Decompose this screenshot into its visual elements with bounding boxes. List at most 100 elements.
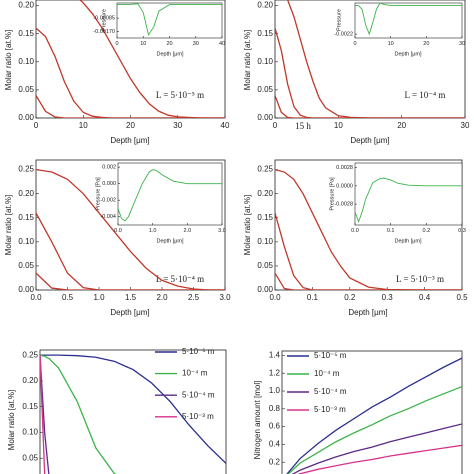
x-tick-label: 2.0 bbox=[156, 293, 168, 302]
x-tick-label: 0.1 bbox=[307, 293, 319, 302]
y-tick-label: 0.20 bbox=[22, 376, 38, 385]
series-group bbox=[355, 3, 462, 36]
legend-label: 5·10⁻³ m bbox=[182, 412, 214, 421]
y-tick-label: 0.15 bbox=[257, 213, 273, 222]
y-tick-label: 0.25 bbox=[22, 350, 38, 359]
series-group bbox=[118, 169, 222, 222]
y-axis-label: Pressure bbox=[101, 9, 107, 31]
x-axis-label: Depth [μm] bbox=[110, 136, 149, 145]
y-axis-label: Pressure [Pa] bbox=[329, 177, 335, 211]
plot-frame bbox=[117, 162, 223, 226]
y-tick-label: 0.000 bbox=[102, 181, 116, 187]
series-group bbox=[36, 168, 225, 290]
y-tick-label: 0.15 bbox=[22, 402, 38, 411]
y-tick-label: 0.00 bbox=[257, 113, 273, 122]
y-tick-label: 0.05 bbox=[22, 453, 38, 462]
x-axis-label: Depth [μm] bbox=[348, 308, 387, 317]
series-line bbox=[297, 444, 462, 474]
series-line bbox=[275, 27, 465, 118]
x-tick-label: 30 bbox=[459, 41, 465, 47]
x-tick-label: 0.4 bbox=[419, 293, 431, 302]
x-tick-label: 0.5 bbox=[456, 293, 468, 302]
y-tick-label: 0.10 bbox=[22, 428, 38, 437]
x-tick-label: 0.0 bbox=[269, 293, 281, 302]
y-axis-label: Pressure [Pa] bbox=[95, 177, 101, 211]
y-tick-label: 0.05 bbox=[257, 85, 273, 94]
x-tick-label: 0.0 bbox=[30, 293, 42, 302]
x-tick-label: 0.0 bbox=[351, 228, 359, 234]
x-tick-label: 2.5 bbox=[188, 293, 200, 302]
y-tick-label: 0.00 bbox=[18, 285, 34, 294]
x-tick-label: 0.3 bbox=[458, 228, 466, 234]
y-axis-label: Pressure bbox=[336, 9, 342, 31]
x-tick-label: 20 bbox=[126, 121, 135, 130]
series-group bbox=[286, 357, 462, 474]
x-tick-label: 0.2 bbox=[423, 228, 431, 234]
y-tick-label: 0.15 bbox=[18, 29, 34, 38]
annotation: 15 h bbox=[295, 121, 311, 131]
x-tick-label: 10 bbox=[334, 121, 343, 130]
x-tick-label: 0 bbox=[115, 41, 118, 47]
y-tick-label: 0.20 bbox=[18, 1, 34, 10]
plot-frame bbox=[281, 350, 463, 474]
legend-label: 10⁻⁴ m bbox=[314, 369, 340, 378]
y-tick-label: -0.0022 bbox=[334, 32, 353, 38]
x-tick-label: 0.5 bbox=[62, 293, 74, 302]
y-tick-label: 0.15 bbox=[257, 29, 273, 38]
series-line bbox=[117, 3, 222, 36]
x-tick-label: 3.0 bbox=[218, 228, 226, 234]
x-tick-label: 20 bbox=[397, 121, 406, 130]
series-group bbox=[275, 169, 462, 290]
y-tick-label: 0.6 bbox=[269, 422, 281, 431]
x-axis-label: Depth [μm] bbox=[156, 51, 183, 57]
y-tick-label: 0.05 bbox=[18, 85, 34, 94]
x-tick-label: 40 bbox=[219, 41, 225, 47]
x-tick-label: 10 bbox=[140, 41, 146, 47]
y-tick-label: 0.002 bbox=[102, 165, 116, 171]
y-tick-label: 1.2 bbox=[269, 368, 281, 377]
y-tick-label: 0.20 bbox=[257, 189, 273, 198]
annotation: L = 5·10⁻⁵ m bbox=[156, 90, 204, 100]
legend-label: 5·10⁻³ m bbox=[314, 405, 346, 414]
x-tick-label: 10 bbox=[79, 121, 88, 130]
series-group bbox=[117, 3, 222, 36]
x-tick-label: 0.3 bbox=[382, 293, 394, 302]
annotation: L = 10⁻⁴ m bbox=[405, 90, 446, 100]
y-axis-label: Molar ratio [at.%] bbox=[243, 30, 252, 90]
annotation: L = 5·10⁻⁴ m bbox=[156, 274, 204, 284]
x-tick-label: 10 bbox=[388, 41, 394, 47]
series-group bbox=[275, 0, 465, 118]
x-tick-label: 30 bbox=[173, 121, 182, 130]
y-tick-label: 0.2 bbox=[269, 457, 281, 466]
y-axis-label: Molar ratio [at.%] bbox=[7, 390, 16, 450]
y-tick-label: 0.10 bbox=[257, 237, 273, 246]
y-axis-label: Molar ratio [at.%] bbox=[4, 30, 13, 90]
x-tick-label: 0.2 bbox=[344, 293, 356, 302]
series-line bbox=[287, 385, 462, 474]
x-tick-label: 2.0 bbox=[184, 228, 192, 234]
y-axis-label: Molar ratio [at.%] bbox=[4, 195, 13, 255]
series-line bbox=[286, 357, 462, 474]
x-axis-label: Depth [μm] bbox=[394, 238, 421, 244]
y-tick-label: -0.00170 bbox=[93, 29, 115, 35]
y-axis-label: Nitrogen amount [mol] bbox=[253, 381, 262, 460]
legend-label: 5·10⁻⁴ m bbox=[314, 387, 347, 396]
y-tick-label: 0.25 bbox=[257, 165, 273, 174]
x-tick-label: 40 bbox=[221, 121, 230, 130]
y-tick-label: 0.00 bbox=[18, 113, 34, 122]
y-tick-label: -0.00085 bbox=[93, 16, 115, 22]
x-tick-label: 30 bbox=[193, 41, 199, 47]
y-tick-label: 0.05 bbox=[257, 261, 273, 270]
series-line bbox=[36, 168, 225, 290]
series-line bbox=[118, 169, 222, 222]
y-tick-label: 0.10 bbox=[18, 237, 34, 246]
y-tick-label: 0.10 bbox=[257, 57, 273, 66]
x-axis-label: Depth [μm] bbox=[156, 238, 183, 244]
x-tick-label: 0.0 bbox=[114, 228, 122, 234]
series-line bbox=[291, 423, 462, 474]
series-line bbox=[275, 95, 465, 118]
x-tick-label: 1.5 bbox=[125, 293, 137, 302]
series-group bbox=[36, 0, 225, 118]
